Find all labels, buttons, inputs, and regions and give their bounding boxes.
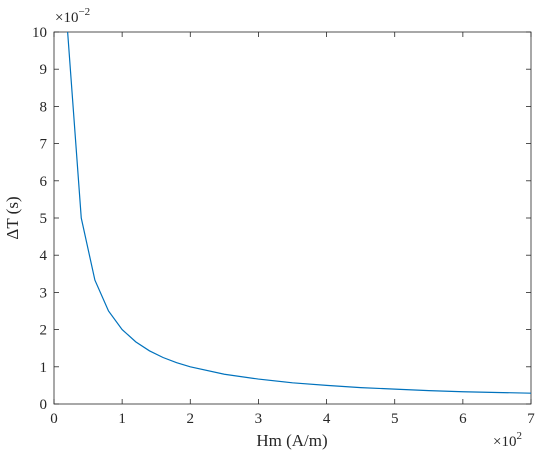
x-axis-label: Hm (A/m) (256, 431, 327, 450)
y-tick-label: 10 (32, 25, 47, 41)
x-tick-label: 1 (118, 411, 126, 427)
x-multiplier-base: ×10 (493, 434, 516, 450)
tick-layer: 0 1 2 3 4 5 6 7 0 1 2 3 4 5 6 7 8 9 10 (32, 25, 535, 427)
series-line (67, 31, 532, 394)
y-tick-label: 6 (40, 174, 48, 190)
y-tick-label: 1 (40, 360, 48, 376)
y-tick-label: 7 (40, 137, 48, 153)
x-tick-label: 4 (323, 411, 331, 427)
x-tick-label: 7 (527, 411, 535, 427)
x-axis-multiplier: ×102 (493, 430, 522, 450)
x-tick-label: 3 (255, 411, 263, 427)
series-layer (67, 31, 532, 394)
y-multiplier-exponent: −2 (78, 6, 90, 18)
x-tick-label: 0 (50, 411, 58, 427)
y-axis-multiplier: ×10−2 (55, 6, 90, 26)
x-tick-label: 6 (459, 411, 467, 427)
x-tick-label: 5 (391, 411, 399, 427)
plot-area (53, 31, 532, 405)
y-tick-label: 3 (40, 285, 48, 301)
axes-box (53, 31, 532, 405)
y-tick-label: 4 (40, 248, 48, 264)
y-tick-label: 9 (40, 62, 48, 78)
y-multiplier-base: ×10 (55, 10, 78, 26)
y-tick-label: 0 (40, 397, 48, 413)
y-axis-label: ΔT (s) (3, 196, 22, 239)
y-tick-label: 2 (40, 323, 48, 339)
label-layer: Hm (A/m) ΔT (s) ×10−2 ×102 (3, 6, 522, 450)
x-tick-label: 2 (187, 411, 195, 427)
x-multiplier-exponent: 2 (516, 430, 522, 442)
y-tick-label: 5 (40, 211, 48, 227)
y-tick-label: 8 (40, 99, 48, 115)
